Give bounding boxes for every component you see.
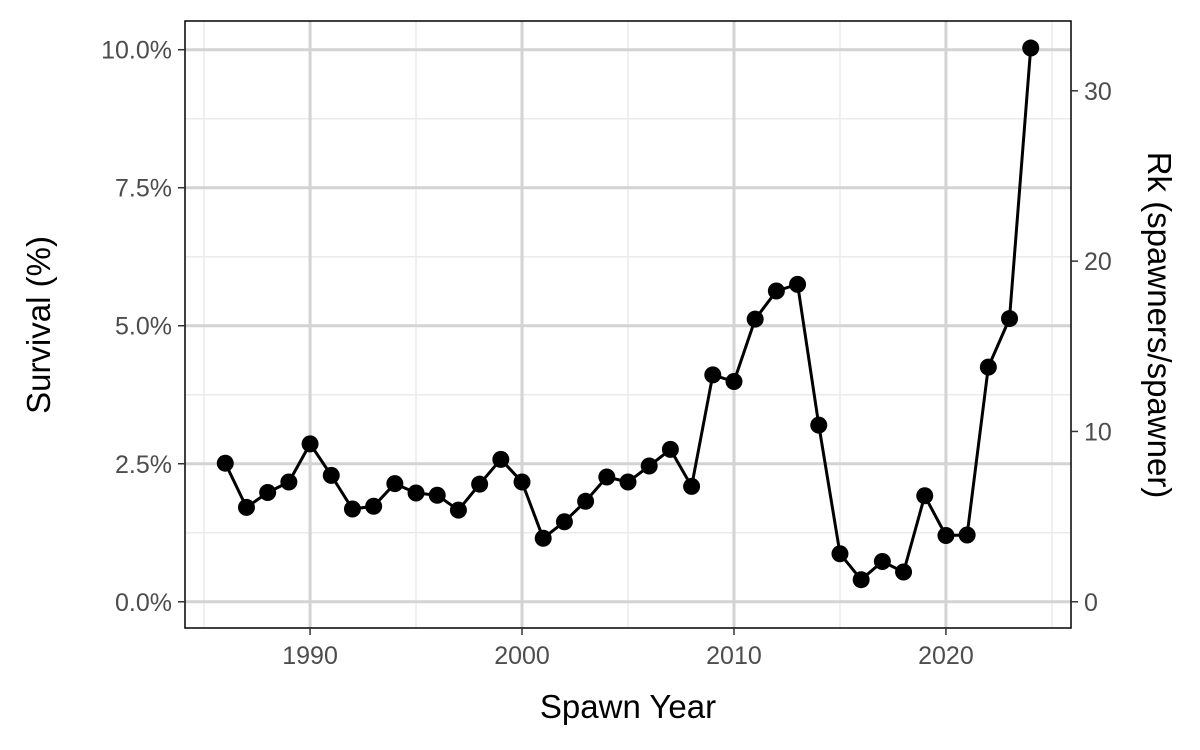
data-point [852,571,870,589]
data-point [598,468,616,486]
data-point [407,484,425,502]
y-axis-title: Survival (%) [20,236,57,414]
data-point [555,513,573,531]
grid [185,21,1071,628]
y-tick-label: 0.0% [115,589,172,617]
y2-tick-label: 0 [1084,589,1098,617]
data-point [449,501,467,519]
y2-tick-label: 30 [1084,78,1112,106]
data-point [343,500,361,518]
y-tick-label: 7.5% [115,175,172,203]
data-point [640,457,658,475]
data-point [237,498,255,516]
y-tick-label: 5.0% [115,313,172,341]
data-point [831,545,849,563]
data-point [365,497,383,515]
data-point [216,454,234,472]
data-point [683,477,701,495]
data-point [810,416,828,434]
x-tick-label: 2010 [706,642,762,670]
data-point [1001,310,1019,328]
axes: 1990 2000 2010 2020 0.0% 2.5% 5.0% 7.5% 10.0% 0 10… [101,37,1112,670]
data-point [513,473,531,491]
data-point [301,435,319,453]
x-tick-label: 2020 [918,642,974,670]
data-point [619,473,637,491]
data-point [259,483,277,501]
data-series [216,39,1040,589]
data-point [492,450,510,468]
x-tick-label: 2000 [494,642,550,670]
data-point [471,475,489,493]
plot-panel-border [184,20,1072,629]
y2-tick-label: 10 [1084,418,1112,446]
x-tick-label: 1990 [282,642,338,670]
data-point [280,473,298,491]
data-point [322,466,340,484]
data-point [428,486,446,504]
y-tick-label: 2.5% [115,451,172,479]
data-point [661,440,679,458]
x-axis-title: Spawn Year [540,688,716,725]
data-point [746,310,764,328]
data-point [1022,39,1040,57]
data-point [937,527,955,545]
data-point [789,275,807,293]
data-point [979,358,997,376]
data-point [873,552,891,570]
data-point [767,282,785,300]
y2-axis-title: Rk (spawners/spawner) [1141,152,1178,499]
data-point [534,529,552,547]
y2-tick-label: 20 [1084,248,1112,276]
data-point [958,526,976,544]
data-point [916,487,934,505]
y-tick-label: 10.0% [101,37,172,65]
data-point [895,563,913,581]
data-point [577,492,595,510]
data-point [725,373,743,391]
data-point [386,475,404,493]
data-point [704,366,722,384]
